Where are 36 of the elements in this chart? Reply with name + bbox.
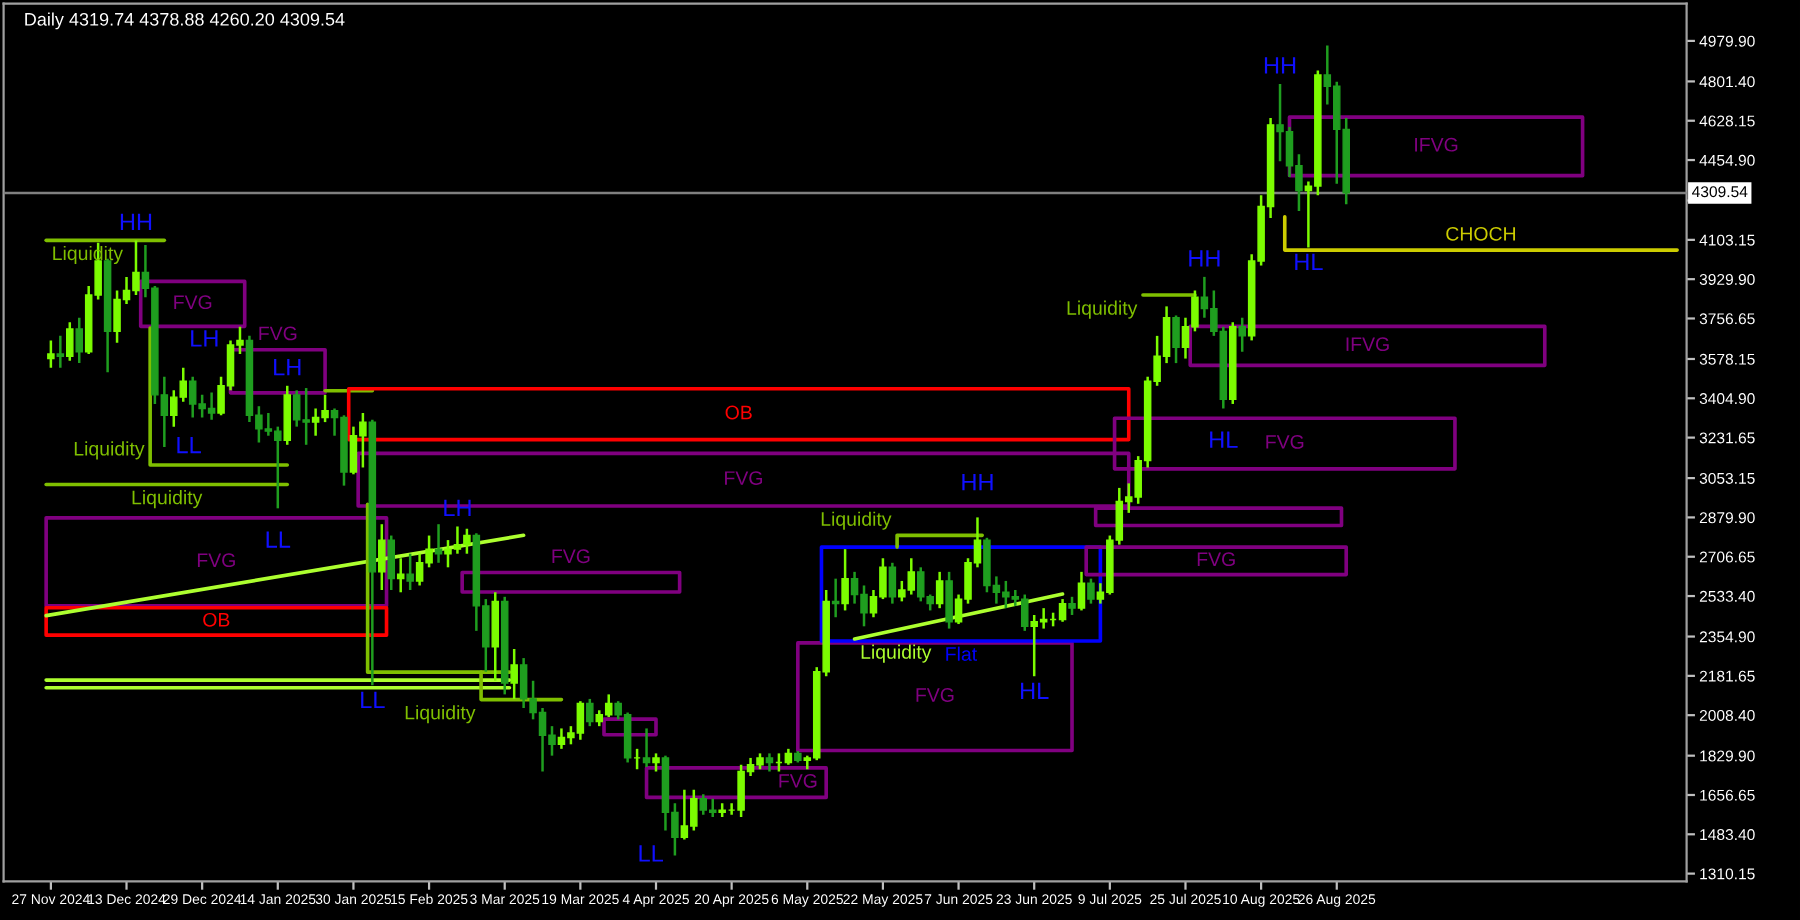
annotation: HL [1295, 253, 1323, 271]
series-label: Liquidity [74, 441, 145, 460]
series-label: FVG [174, 295, 212, 310]
annotation: LH [444, 499, 471, 517]
series-label: FVG [1266, 434, 1304, 449]
series-label: Liquidity [405, 705, 476, 724]
annotation: HH [1264, 57, 1296, 74]
chart-title: Daily 4319.74 4378.88 4260.20 4309.54 [25, 12, 345, 30]
annotation: HL [1210, 431, 1238, 448]
series-label: IFVG [1415, 137, 1458, 152]
annotation: HH [120, 213, 152, 231]
annotation: LL [266, 531, 291, 548]
series-label: Flat [946, 646, 977, 661]
annotation: LL [361, 691, 385, 708]
series-label: Liquidity [1067, 300, 1138, 319]
annotation: LH [274, 359, 301, 376]
series-label: FVG [779, 773, 817, 788]
series-label: OB [203, 612, 230, 627]
series-label: OB [725, 405, 752, 420]
series-label: FVG [197, 553, 235, 568]
series-label: FVG [725, 471, 762, 485]
annotation: HL [1021, 682, 1049, 699]
annotation: LL [639, 845, 664, 862]
series-label: Liquidity [821, 511, 892, 530]
series-label: CHOCH [1446, 226, 1516, 241]
series-label: Liquidity [132, 490, 203, 509]
annotation: HH [962, 474, 993, 491]
annotation: HH [1189, 250, 1220, 267]
series-label: FVG [552, 549, 590, 564]
text: FVG [916, 688, 954, 702]
annotation: LH [191, 330, 218, 347]
series-label: Liquidity [861, 644, 932, 663]
series-label: IFVG [1346, 337, 1389, 352]
annotation: LL [177, 436, 201, 454]
series-label: FVG [259, 326, 297, 341]
series-label: FVG [1197, 552, 1235, 567]
